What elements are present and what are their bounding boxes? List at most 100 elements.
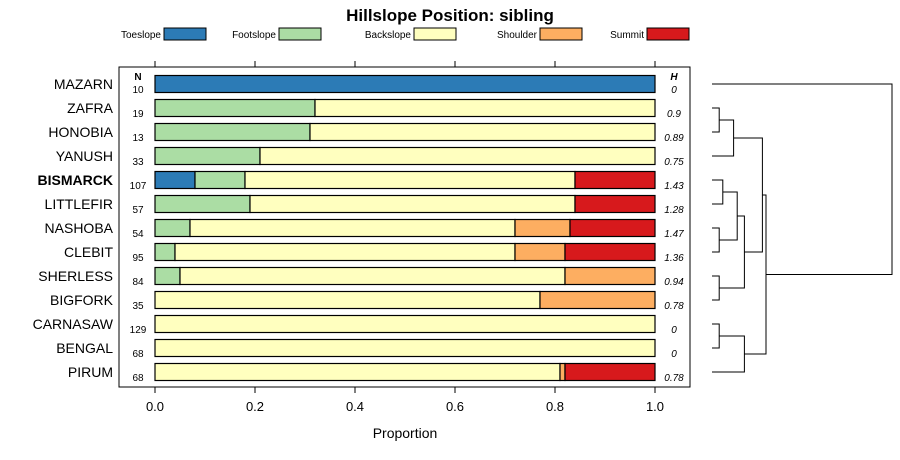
n-value: 35	[132, 301, 144, 312]
row-carnasaw: CARNASAW 129 0	[33, 314, 677, 336]
h-value: 1.43	[664, 181, 684, 192]
legend-swatch	[163, 27, 207, 41]
h-value: 0	[671, 349, 677, 360]
h-column-header: H	[670, 72, 678, 83]
row-pirum: PIRUM 68 0.78	[68, 362, 684, 384]
row-bengal: BENGAL 68 0	[56, 338, 677, 360]
n-value: 19	[132, 109, 144, 120]
bar-segment-backslope	[244, 170, 576, 190]
bar-rows: MAZARN 10 0 ZAFRA 19 0.9 HONOBIA 13 0.89 YANUSH 33…	[33, 74, 684, 384]
legend-item-backslope: Backslope	[365, 27, 457, 41]
x-tick-label: 0.6	[446, 399, 464, 414]
legend-item-toeslope: Toeslope	[121, 27, 207, 41]
legend-label: Toeslope	[121, 30, 161, 41]
dendrogram	[712, 83, 893, 373]
x-tick-label: 0.8	[546, 399, 564, 414]
h-value: 1.47	[664, 229, 684, 240]
dendrogram-branch	[712, 83, 893, 275]
legend-label: Footslope	[232, 30, 276, 41]
bar-segment-shoulder	[514, 242, 566, 262]
h-value: 0.75	[664, 157, 684, 168]
bar-segment-summit	[564, 362, 656, 382]
category-label: CARNASAW	[33, 316, 114, 332]
bar-segment-backslope	[314, 98, 656, 118]
n-value: 33	[132, 157, 144, 168]
h-value: 0.78	[664, 373, 684, 384]
bar-segment-backslope	[189, 218, 516, 238]
bar-segment-footslope	[154, 194, 251, 214]
bar-segment-footslope	[154, 98, 316, 118]
category-label: MAZARN	[54, 76, 113, 92]
category-label: YANUSH	[56, 148, 113, 164]
legend-item-summit: Summit	[610, 27, 690, 41]
dendrogram-branch	[712, 107, 720, 133]
bar-segment-toeslope	[154, 170, 196, 190]
h-value: 0.78	[664, 301, 684, 312]
x-axis-title: Proportion	[373, 425, 438, 441]
h-value: 1.28	[664, 205, 684, 216]
x-tick-label: 0.0	[146, 399, 164, 414]
category-label: BISMARCK	[38, 172, 113, 188]
bar-segment-backslope	[179, 266, 566, 286]
h-value: 0.94	[664, 277, 684, 288]
h-value: 0	[671, 85, 677, 96]
legend-swatch	[278, 27, 322, 41]
bar-segment-backslope	[249, 194, 576, 214]
x-tick-label: 0.2	[246, 399, 264, 414]
category-label: LITTLEFIR	[45, 196, 113, 212]
bar-segment-backslope	[309, 122, 656, 142]
category-label: NASHOBA	[45, 220, 114, 236]
x-tick-label: 1.0	[646, 399, 664, 414]
row-yanush: YANUSH 33 0.75	[56, 146, 684, 168]
row-bigfork: BIGFORK 35 0.78	[50, 290, 684, 312]
plot-panel	[118, 66, 691, 388]
legend-item-shoulder: Shoulder	[497, 27, 583, 41]
dendrogram-branch	[719, 191, 738, 241]
dendrogram-branch	[712, 179, 724, 205]
n-column-header: N	[134, 72, 141, 83]
bar-segment-backslope	[154, 290, 541, 310]
bar-segment-backslope	[154, 362, 561, 382]
bar-segment-shoulder	[539, 290, 656, 310]
n-value: 68	[132, 373, 144, 384]
category-label: ZAFRA	[67, 100, 114, 116]
legend: Toeslope Footslope Backslope Shoulder Summit	[121, 27, 690, 41]
x-tick-label: 0.4	[346, 399, 364, 414]
h-value: 0.9	[667, 109, 681, 120]
n-value: 107	[130, 181, 147, 192]
bar-segment-backslope	[154, 338, 656, 358]
n-value: 13	[132, 133, 144, 144]
dendrogram-branch	[712, 335, 745, 373]
legend-label: Shoulder	[497, 30, 538, 41]
bar-segment-backslope	[259, 146, 656, 166]
category-label: HONOBIA	[48, 124, 113, 140]
category-label: BIGFORK	[50, 292, 114, 308]
row-nashoba: NASHOBA 54 1.47	[45, 218, 684, 240]
n-value: 10	[132, 85, 144, 96]
bar-segment-summit	[564, 242, 656, 262]
dendrogram-branch	[733, 137, 763, 253]
n-value: 129	[130, 325, 147, 336]
bar-segment-shoulder	[559, 362, 566, 382]
bar-segment-footslope	[154, 122, 311, 142]
bar-segment-shoulder	[514, 218, 571, 238]
legend-label: Summit	[610, 30, 644, 41]
category-label: SHERLESS	[38, 268, 113, 284]
legend-label: Backslope	[365, 30, 412, 41]
row-bismarck: BISMARCK 107 1.43	[38, 170, 684, 192]
n-value: 95	[132, 253, 144, 264]
bar-segment-toeslope	[154, 74, 656, 94]
category-label: CLEBIT	[64, 244, 113, 260]
dendrogram-branch	[719, 215, 745, 289]
x-axis: 0.0 0.2 0.4 0.6 0.8 1.0	[146, 61, 664, 414]
category-label: PIRUM	[68, 364, 113, 380]
legend-item-footslope: Footslope	[232, 27, 322, 41]
row-honobia: HONOBIA 13 0.89	[48, 122, 684, 144]
bar-segment-footslope	[194, 170, 246, 190]
bar-segment-summit	[574, 194, 656, 214]
bar-segment-shoulder	[564, 266, 656, 286]
row-mazarn: MAZARN 10 0	[54, 74, 677, 96]
bar-segment-backslope	[174, 242, 516, 262]
bar-segment-backslope	[154, 314, 656, 334]
category-label: BENGAL	[56, 340, 113, 356]
